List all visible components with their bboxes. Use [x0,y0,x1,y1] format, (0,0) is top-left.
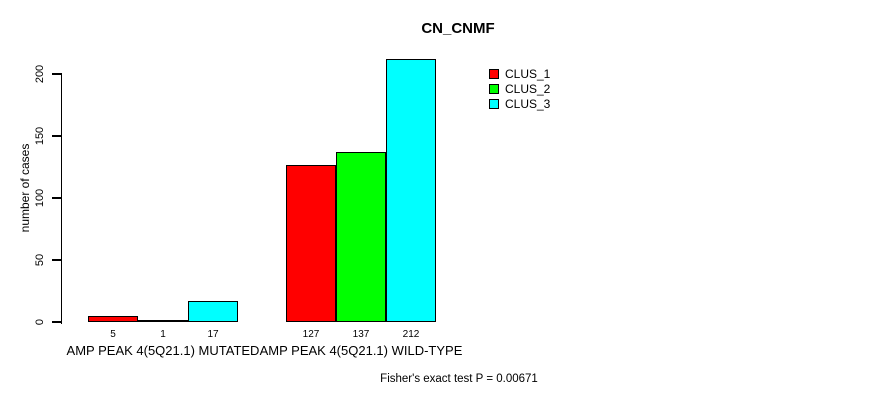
fisher-test-annotation: Fisher's exact test P = 0.00671 [380,373,538,385]
legend-label: CLUS_3 [505,96,551,111]
legend-label: CLUS_1 [505,66,551,81]
y-axis-tick [52,73,62,75]
legend-swatch-icon [489,68,499,79]
legend-label: CLUS_2 [505,81,551,96]
bar-value-label: 1 [160,329,166,340]
bar-value-label: 212 [402,329,420,340]
chart-title: CN_CNMF [421,20,495,37]
y-axis-tick-label: 100 [34,188,46,208]
y-axis-tick-label: 150 [34,126,46,146]
bar [336,152,386,322]
legend: CLUS_1 CLUS_2 CLUS_3 [489,66,550,111]
bar-value-label: 127 [302,329,320,340]
y-axis-tick [52,135,62,137]
legend-item: CLUS_3 [489,96,550,111]
bar [88,315,138,322]
y-axis-tick-label: 50 [34,253,46,267]
bar [386,59,436,322]
bar-value-label: 5 [110,329,116,340]
bar [286,164,336,322]
y-axis-tick [52,259,62,261]
bar [188,300,238,322]
bar-value-label: 137 [352,329,370,340]
legend-item: CLUS_1 [489,66,550,81]
y-axis-tick-label: 200 [34,64,46,84]
y-axis-tick [52,197,62,199]
y-axis-tick-label: 0 [34,318,46,326]
category-label-wild-type: AMP PEAK 4(5Q21.1) WILD-TYPE [259,343,463,358]
legend-item: CLUS_2 [489,81,550,96]
y-axis-label: number of cases [18,143,32,233]
legend-swatch-icon [489,98,499,109]
y-axis-line [60,74,62,324]
y-axis-tick [52,321,62,323]
legend-swatch-icon [489,83,499,94]
bar-value-label: 17 [207,329,219,340]
bar [138,319,188,322]
category-label-mutated: AMP PEAK 4(5Q21.1) MUTATED [66,343,260,358]
